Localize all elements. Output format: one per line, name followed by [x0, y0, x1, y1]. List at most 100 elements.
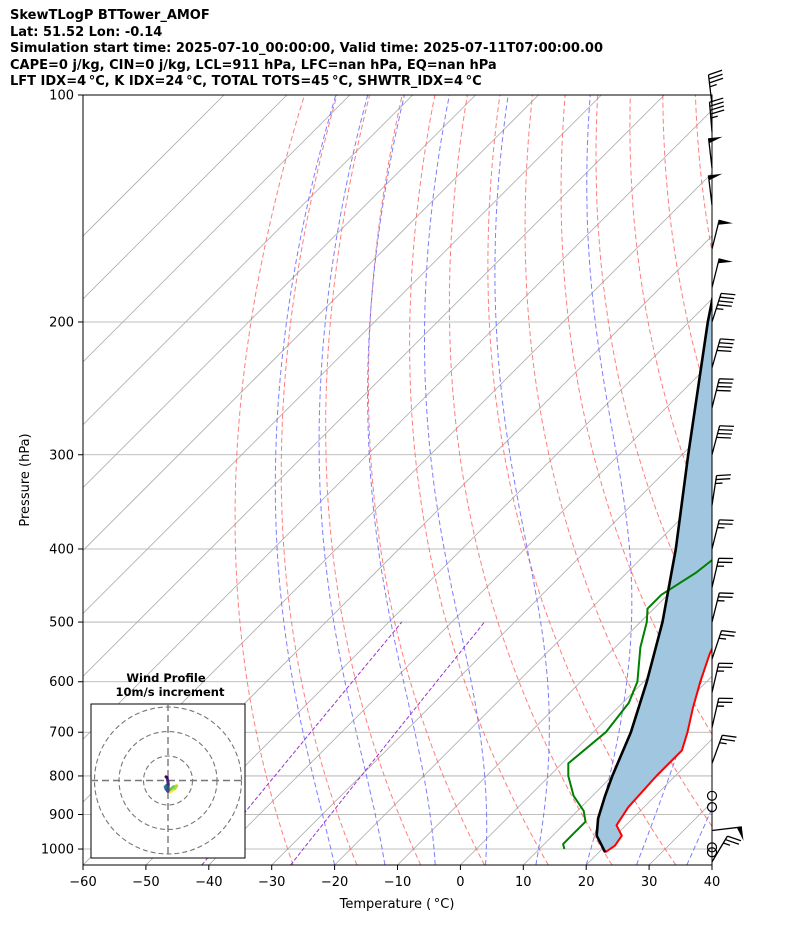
- isotherm: [711, 864, 712, 865]
- dry-adiabat: [409, 95, 549, 865]
- wind-barb: [711, 338, 735, 368]
- dewpoint-line: [562, 558, 712, 850]
- axis-ticks: −60 −50 −40 −30 −20 −10 0 10 20 30 40 1000 900 800 700…: [41, 89, 720, 891]
- barb-full: [719, 425, 734, 428]
- hodograph-subtitle: 10m/s increment: [116, 685, 225, 699]
- barb-flag: [718, 219, 733, 225]
- moist-adiabat: [585, 95, 633, 865]
- barb-full: [718, 300, 733, 304]
- moist-adiabat: [367, 95, 436, 865]
- dry-adiabat: [325, 95, 422, 865]
- isotherm: [83, 95, 351, 363]
- y-tick-label: 100: [49, 89, 74, 104]
- hodograph-trace: [164, 775, 169, 780]
- wind-barb: [706, 802, 718, 813]
- sounding-layer: [562, 294, 712, 854]
- dry-adiabat: [280, 95, 358, 865]
- mixing-ratio-line: [290, 621, 485, 865]
- x-tick-label: 20: [578, 875, 595, 890]
- x-tick-label: −40: [195, 875, 222, 890]
- barb-flag: [736, 826, 744, 841]
- wind-barb: [707, 69, 724, 105]
- wind-barb: [706, 790, 718, 801]
- wind-barb: [711, 219, 733, 250]
- barb-full: [725, 838, 740, 845]
- moist-adiabat: [424, 95, 488, 865]
- y-tick-label: 200: [49, 315, 74, 330]
- barb-full: [719, 342, 734, 345]
- calm-circle: [706, 802, 718, 813]
- barb-staff: [711, 338, 721, 368]
- barb-staff: [711, 378, 720, 409]
- isotherm: [334, 487, 712, 865]
- moist-adiabat: [494, 95, 550, 865]
- wind-barb: [711, 292, 736, 323]
- wind-barb: [711, 697, 734, 728]
- wind-barb: [708, 97, 725, 133]
- x-tick-label: 30: [641, 875, 658, 890]
- barb-full: [717, 304, 732, 307]
- isotherm: [83, 109, 712, 740]
- x-tick-label: −30: [258, 875, 285, 890]
- barb-staff: [707, 74, 713, 105]
- temperature-line: [604, 646, 712, 854]
- y-tick-label: 500: [49, 616, 74, 631]
- barb-full: [721, 630, 736, 633]
- calm-circle: [706, 847, 718, 858]
- wind-barb: [711, 826, 744, 841]
- hodograph-title: Wind Profile: [126, 671, 206, 685]
- barb-staff: [708, 102, 713, 133]
- dry-adiabat: [728, 95, 794, 865]
- barb-full: [708, 73, 723, 80]
- y-tick-label: 900: [49, 808, 74, 823]
- barb-full: [709, 105, 725, 111]
- barb-staff: [711, 293, 722, 323]
- isotherm: [83, 95, 602, 614]
- dry-adiabat: [761, 95, 794, 865]
- y-tick-label: 300: [49, 448, 74, 463]
- isotherm: [83, 95, 225, 237]
- barb-staff: [711, 558, 720, 588]
- y-tick-label: 1000: [41, 843, 74, 858]
- barb-full: [727, 835, 742, 842]
- x-tick-label: −50: [132, 875, 159, 890]
- barb-staff: [711, 258, 720, 288]
- barb-staff: [711, 630, 723, 660]
- x-axis-label: Temperature ( °C): [339, 897, 455, 912]
- wind-barb: [711, 258, 733, 288]
- barb-flag: [708, 136, 723, 144]
- wind-barb: [711, 630, 736, 660]
- barb-staff: [711, 735, 723, 764]
- hodograph-inset: Wind Profile 10m/s increment: [90, 671, 246, 859]
- wind-barb: [707, 173, 723, 206]
- barb-full: [721, 292, 736, 296]
- dry-adiabat: [448, 95, 613, 865]
- wind-barb: [711, 835, 742, 863]
- moist-adiabat: [737, 95, 794, 865]
- parcel-line: [595, 294, 712, 853]
- barb-half: [716, 307, 724, 310]
- indices-line: LFT IDX=4 °C, K IDX=24 °C, TOTAL TOTS=45…: [10, 74, 482, 89]
- barb-full: [722, 734, 737, 738]
- barb-full: [710, 109, 725, 115]
- wind-barb: [711, 557, 734, 588]
- cape-line: CAPE=0 j/kg, CIN=0 j/kg, LCL=911 hPa, LF…: [10, 57, 497, 73]
- calm-circle: [706, 842, 718, 853]
- chart-header: SkewTLogP BTTower_AMOF Lat: 51.52 Lon: -…: [10, 8, 603, 91]
- y-tick-label: 800: [49, 769, 74, 784]
- isotherm: [397, 549, 712, 865]
- barb-staff: [711, 592, 720, 623]
- dry-adiabat: [524, 95, 712, 828]
- isotherm: [208, 361, 712, 865]
- wind-barb: [711, 592, 734, 623]
- barb-staff: [707, 138, 713, 169]
- barb-half: [709, 83, 717, 88]
- barb-flag: [718, 258, 733, 264]
- dry-adiabat: [367, 95, 485, 865]
- barb-staff: [711, 835, 728, 863]
- barb-full: [709, 77, 724, 84]
- isotherm: [83, 95, 476, 489]
- barb-full: [720, 338, 735, 341]
- barb-half: [718, 637, 727, 640]
